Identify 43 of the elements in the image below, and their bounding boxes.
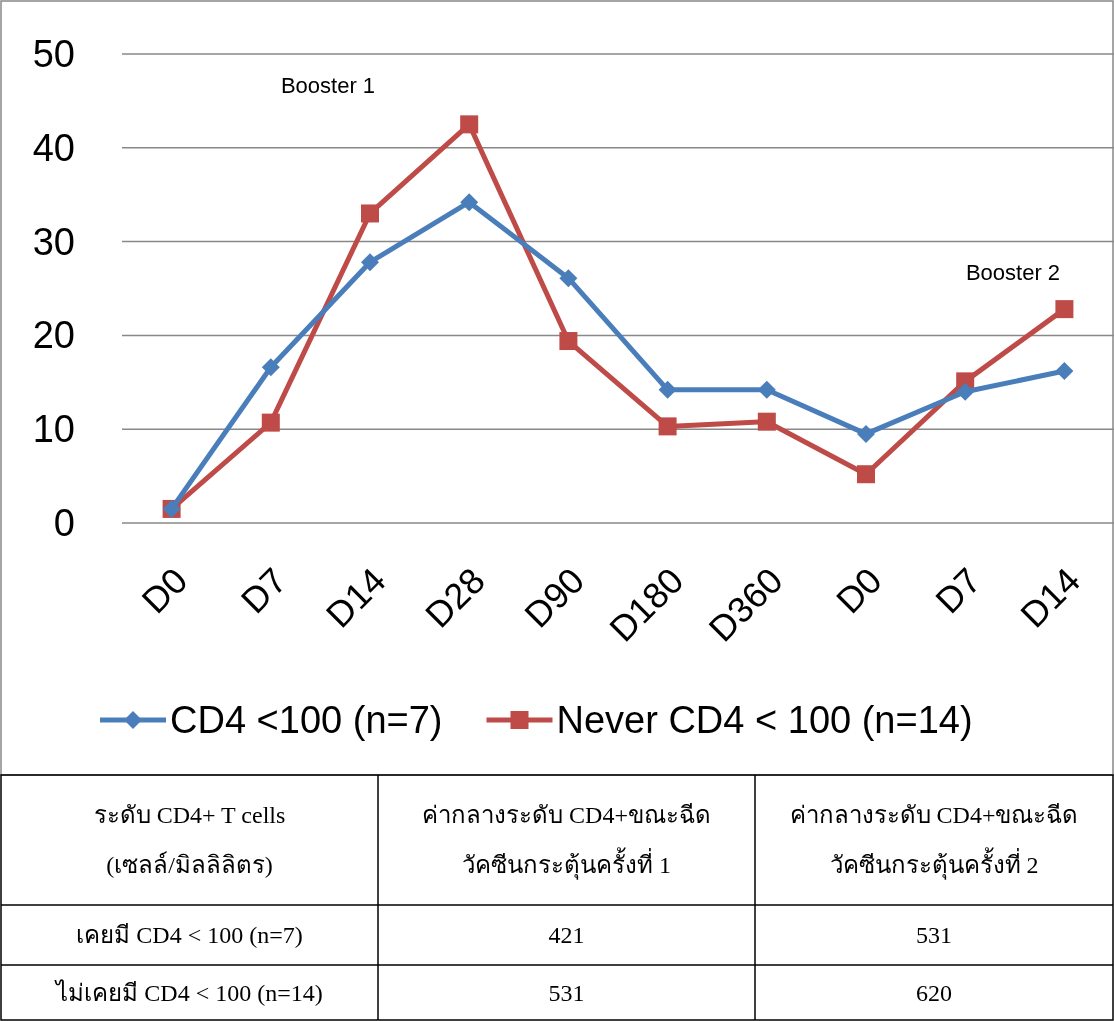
point <box>857 424 875 443</box>
text: 421 <box>548 922 585 948</box>
x-tick-label: D0 <box>133 559 196 622</box>
point <box>658 380 677 399</box>
x-tick-label: D14 <box>1012 559 1089 636</box>
text: ไม่เคยมี CD4 < 100 (n=14) <box>54 978 323 1006</box>
text: ค่ากลางระดับ CD4+ขณะฉีด วัคซีนกระตุ้นครั้งที่ 2 <box>789 802 1079 880</box>
text: 620 <box>916 979 952 1006</box>
point <box>460 115 479 134</box>
y-tick-label: 20 <box>32 314 75 357</box>
y-tick-label: 0 <box>53 502 75 544</box>
x-tick-label: D90 <box>516 559 593 636</box>
text: ระดับ CD4+ T cells (เซลล์/มิลลิลิตร) <box>93 802 286 878</box>
y-tick-label: 10 <box>32 408 75 451</box>
y-tick-label: 30 <box>32 220 75 263</box>
point <box>361 253 379 272</box>
x-tick-label: D7 <box>232 559 295 622</box>
point <box>559 269 578 288</box>
y-tick-label: 50 <box>32 33 75 75</box>
point <box>261 358 280 377</box>
text: 531 <box>916 922 952 948</box>
point <box>658 417 677 436</box>
annotation: Booster 1 <box>280 73 376 98</box>
point <box>559 332 578 351</box>
legend-label: Never CD4 < 100 (n=14) <box>556 699 973 741</box>
x-tick-label: D0 <box>828 559 890 622</box>
point <box>956 382 975 401</box>
x-tick-label: D14 <box>317 559 394 636</box>
text: เคยมี CD4 < 100 (n=7) <box>76 922 303 948</box>
x-tick-label: D7 <box>927 559 989 622</box>
point <box>1055 362 1074 381</box>
text: ค่ากลางระดับ CD4+ขณะฉีด วัคซีนกระตุ้นครั้งที่ 1 <box>422 802 711 880</box>
point <box>757 412 776 431</box>
annotation: Booster 2 <box>965 260 1061 285</box>
y-tick-label: 40 <box>32 126 75 169</box>
legend-label: CD4 <100 (n=7) <box>170 699 443 741</box>
point <box>361 204 379 223</box>
point <box>261 413 280 432</box>
text: 531 <box>548 979 585 1006</box>
point <box>857 465 875 484</box>
point <box>460 193 479 212</box>
point <box>1055 300 1074 319</box>
x-tick-label: D28 <box>417 559 493 636</box>
